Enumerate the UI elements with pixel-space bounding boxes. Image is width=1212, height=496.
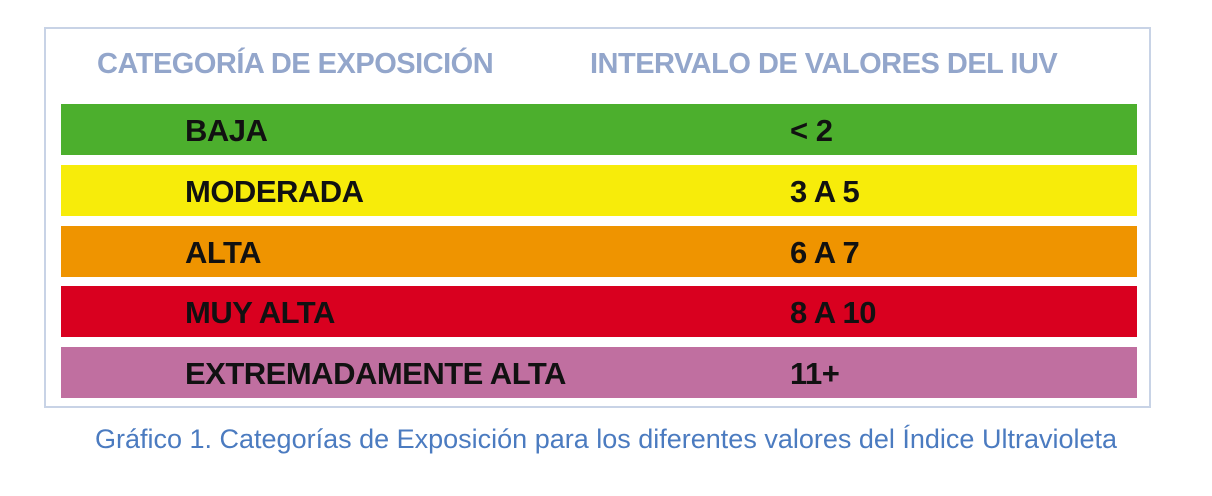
category-cell: MUY ALTA: [185, 295, 335, 330]
range-cell: 8 A 10: [790, 295, 877, 330]
table-row: EXTREMADAMENTE ALTA 11+: [61, 347, 1137, 398]
category-cell: EXTREMADAMENTE ALTA: [185, 356, 566, 391]
category-cell: ALTA: [185, 235, 262, 270]
range-cell: < 2: [790, 113, 833, 148]
table-row: MODERADA 3 A 5: [61, 165, 1137, 216]
caption: Gráfico 1. Categorías de Exposición para…: [94, 424, 1118, 454]
category-cell: MODERADA: [185, 174, 364, 209]
table-row: MUY ALTA 8 A 10: [61, 286, 1137, 337]
range-cell: 11+: [790, 356, 840, 391]
table-row: ALTA 6 A 7: [61, 226, 1137, 277]
column-header: INTERVALO DE VALORES DEL IUV: [590, 48, 1058, 80]
table-frame: [44, 27, 1151, 408]
column-header: CATEGORÍA DE EXPOSICIÓN: [97, 48, 494, 80]
range-cell: 6 A 7: [790, 235, 860, 270]
category-cell: BAJA: [185, 113, 268, 148]
table-row: BAJA < 2: [61, 104, 1137, 155]
range-cell: 3 A 5: [790, 174, 860, 209]
